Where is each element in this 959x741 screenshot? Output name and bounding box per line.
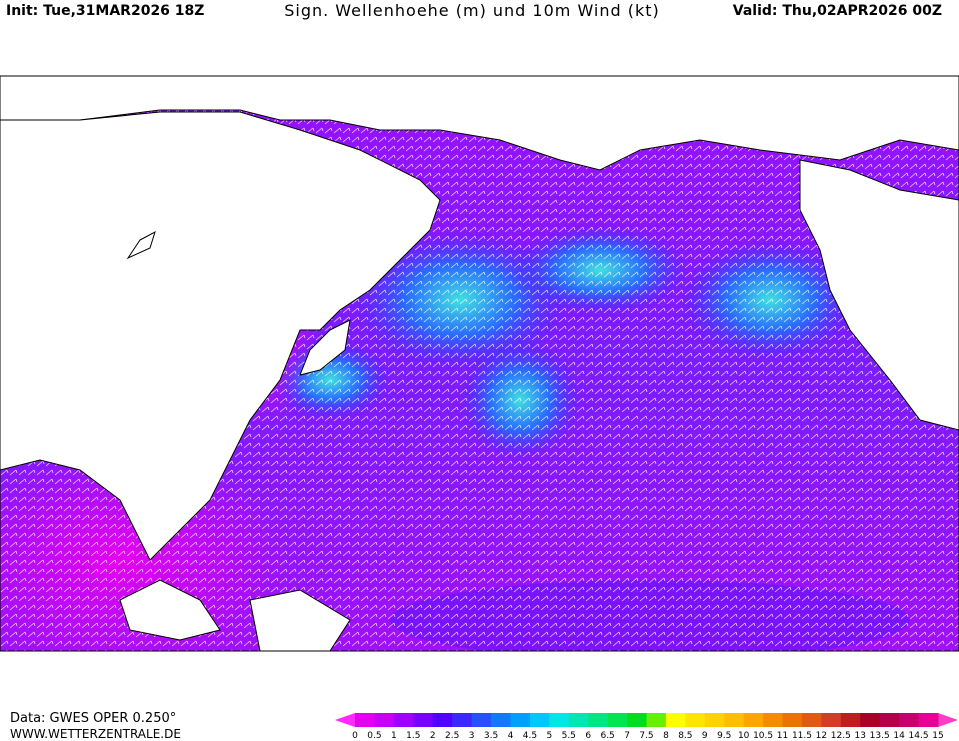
colorbar-label: 3: [469, 731, 475, 741]
colorbar-swatch: [860, 713, 881, 727]
colorbar-label: 5: [546, 731, 552, 741]
colorbar-label: 12: [816, 731, 827, 741]
colorbar-swatch: [432, 713, 453, 727]
map-frame: [0, 75, 959, 652]
colorbar-label: 1.5: [406, 731, 420, 741]
colorbar-label: 4.5: [523, 731, 537, 741]
colorbar-label: 14.5: [909, 731, 929, 741]
colorbar-label: 6: [585, 731, 591, 741]
colorbar-over: [938, 713, 958, 727]
colorbar-label: 8.5: [678, 731, 692, 741]
colorbar-swatch: [413, 713, 434, 727]
colorbar-label: 11: [777, 731, 788, 741]
colorbar-swatch: [685, 713, 706, 727]
init-time: Init: Tue,31MAR2026 18Z: [6, 3, 204, 19]
colorbar-swatch: [743, 713, 764, 727]
colorbar-label: 5.5: [562, 731, 576, 741]
colorbar-swatch: [491, 713, 511, 727]
colorbar-label: 13.5: [870, 731, 890, 741]
colorbar-label: 10: [738, 731, 750, 741]
map-title: Sign. Wellenhoehe (m) und 10m Wind (kt): [284, 1, 660, 20]
colorbar-swatch: [529, 713, 550, 727]
colorbar-swatch: [452, 713, 473, 727]
colorbar-swatch: [840, 713, 861, 727]
colorbar-swatch: [665, 713, 686, 727]
colorbar-swatch: [899, 713, 920, 727]
colorbar-swatch: [510, 713, 531, 727]
colorbar-swatch: [471, 713, 492, 727]
colorbar-swatch: [801, 713, 822, 727]
colorbar-label: 4: [508, 731, 514, 741]
colorbar-label: 12.5: [831, 731, 851, 741]
colorbar-label: 9.5: [717, 731, 731, 741]
colorbar-label: 0: [352, 731, 358, 741]
colorbar-swatch: [607, 713, 628, 727]
map: [0, 76, 959, 651]
colorbar-swatch: [782, 713, 803, 727]
colorbar: 0 0.5 1 1.5 2 2.5 3 3.5 4 4.5 5 5.5 6 6.5 7 7.5 8 8.5 9 9.5…: [335, 713, 958, 741]
colorbar-label: 2: [430, 731, 436, 741]
valid-time: Valid: Thu,02APR2026 00Z: [733, 3, 942, 19]
colorbar-swatch: [588, 713, 609, 727]
colorbar-label: 11.5: [792, 731, 812, 741]
site-url: WWW.WETTERZENTRALE.DE: [10, 727, 181, 741]
colorbar-swatch: [821, 713, 842, 727]
colorbar-swatch: [374, 713, 395, 727]
colorbar-label: 13: [855, 731, 866, 741]
colorbar-label: 1: [391, 731, 397, 741]
colorbar-label: 14: [893, 731, 905, 741]
colorbar-label: 7: [624, 731, 630, 741]
colorbar-label: 0.5: [367, 731, 381, 741]
colorbar-swatch: [763, 713, 784, 727]
colorbar-swatch: [627, 713, 647, 727]
colorbar-swatch: [704, 713, 725, 727]
colorbar-label: 2.5: [445, 731, 459, 741]
colorbar-label: 8: [663, 731, 669, 741]
colorbar-swatch: [568, 713, 589, 727]
colorbar-label: 6.5: [600, 731, 614, 741]
colorbar-swatch: [879, 713, 900, 727]
colorbar-swatch: [646, 713, 667, 727]
colorbar-swatch: [355, 713, 375, 727]
data-source: Data: GWES OPER 0.250°: [10, 711, 176, 726]
colorbar-label: 7.5: [639, 731, 653, 741]
colorbar-swatch: [393, 713, 414, 727]
colorbar-label: 10.5: [753, 731, 773, 741]
colorbar-label: 3.5: [484, 731, 498, 741]
colorbar-swatch: [918, 713, 939, 727]
colorbar-swatch: [549, 713, 570, 727]
colorbar-under: [335, 713, 355, 727]
colorbar-label: 9: [702, 731, 708, 741]
colorbar-label: 15: [932, 731, 943, 741]
colorbar-swatch: [724, 713, 745, 727]
